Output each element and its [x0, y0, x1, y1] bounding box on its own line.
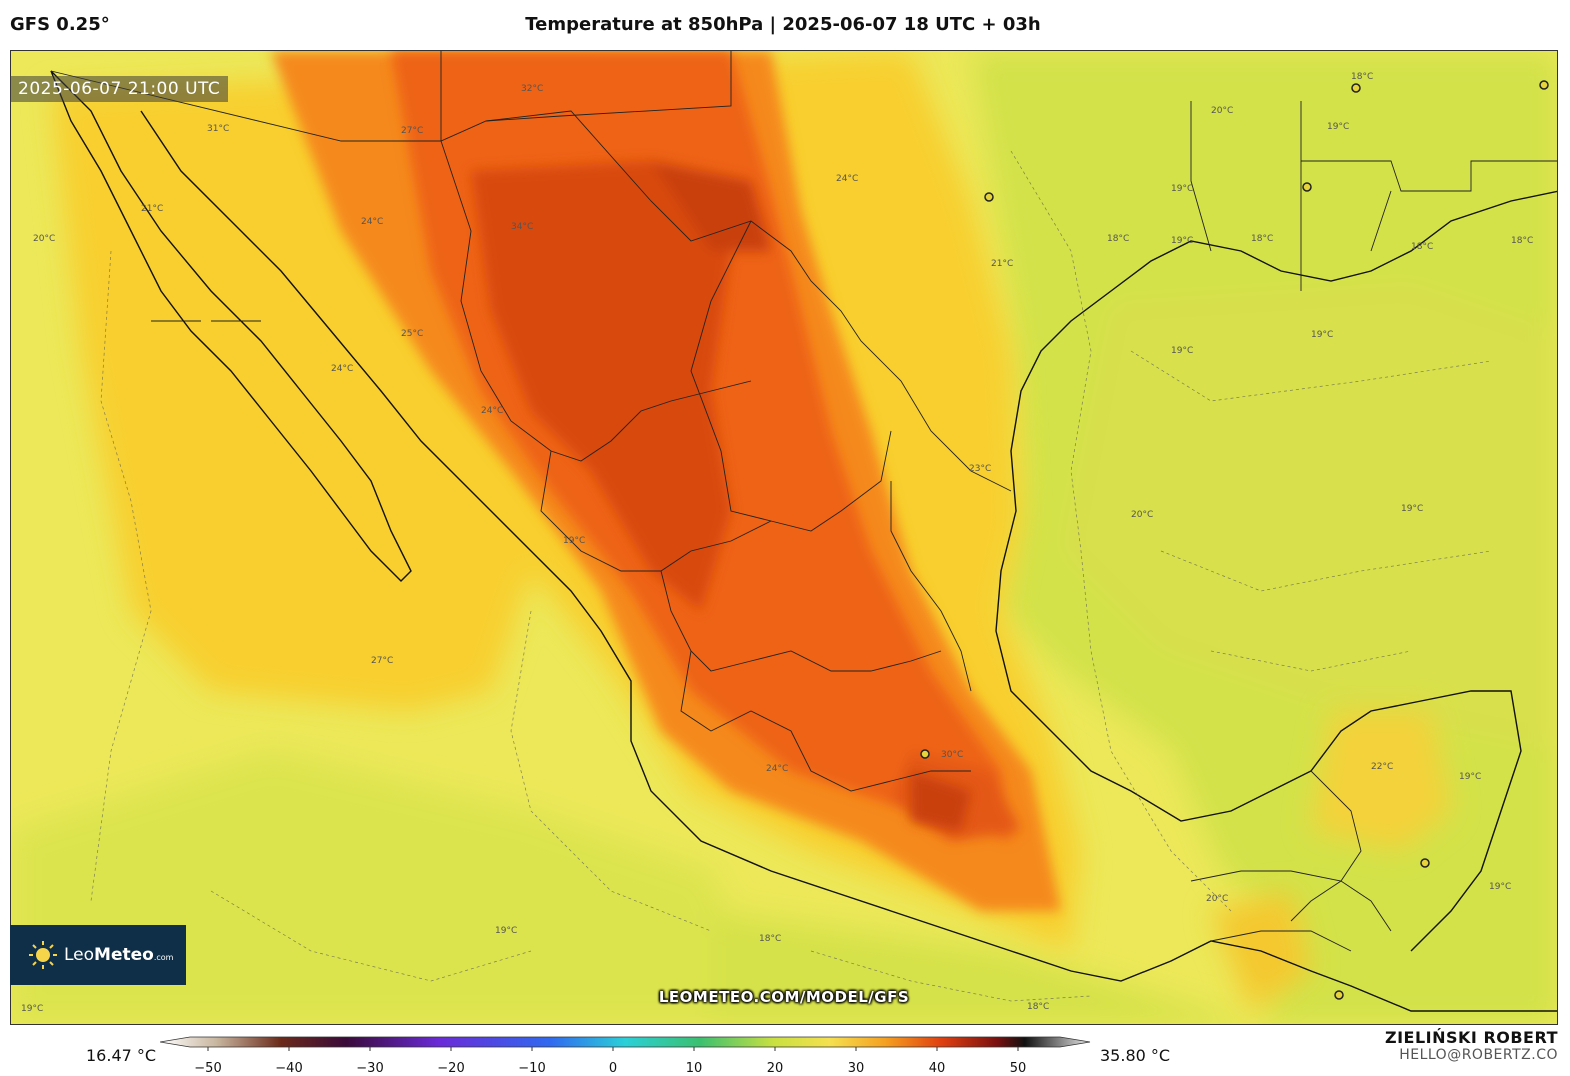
- author-name: ZIELIŃSKI ROBERT: [1384, 1028, 1558, 1047]
- colorbar-tick-label: −10: [518, 1061, 545, 1076]
- contour-label: 34°C: [511, 222, 533, 232]
- contour-label: 20°C: [1211, 106, 1233, 116]
- contour-label: 19°C: [495, 926, 517, 936]
- contour-label: 20°C: [1131, 510, 1153, 520]
- colorbar-tick-label: −50: [194, 1061, 221, 1076]
- colorbar-tick-label: −40: [275, 1061, 302, 1076]
- contour-label: 19°C: [21, 1004, 43, 1014]
- model-label: GFS 0.25°: [10, 14, 110, 35]
- contour-label: 18°C: [1511, 236, 1533, 246]
- contour-label: 32°C: [521, 84, 543, 94]
- contour-label: 24°C: [481, 406, 503, 416]
- colorbar: −50 −40 −30 −20 −10 0 10 20 30 40 50: [160, 1036, 1091, 1076]
- contour-label: 18°C: [759, 934, 781, 944]
- colorbar-tick-label: −30: [356, 1061, 383, 1076]
- author-email[interactable]: HELLO@ROBERTZ.CO: [1399, 1047, 1558, 1063]
- extreme-hot-field: [471, 161, 971, 831]
- colorbar-tick-label: 30: [848, 1061, 865, 1076]
- colorbar-min-label: 16.47 °C: [86, 1046, 157, 1065]
- contour-label: 18°C: [1251, 234, 1273, 244]
- colorbar-max-label: 35.80 °C: [1100, 1046, 1171, 1065]
- contour-label: 19°C: [1171, 346, 1193, 356]
- colorbar-ticks: −50 −40 −30 −20 −10 0 10 20 30 40 50: [194, 1047, 1026, 1076]
- colorbar-tick-label: 10: [686, 1061, 703, 1076]
- contour-label: 31°C: [207, 124, 229, 134]
- colorbar-tick-label: −20: [437, 1061, 464, 1076]
- contour-label-group: 18°C 20°C 19°C 19°C 18°C 19°C 18°C 18°C …: [21, 72, 1533, 1014]
- contour-label: 27°C: [371, 656, 393, 666]
- colorbar-tick-label: 20: [767, 1061, 784, 1076]
- contour-label: 18°C: [1351, 72, 1373, 82]
- sun-icon: [29, 941, 57, 969]
- colorbar-tick-label: 40: [929, 1061, 946, 1076]
- contour-label: 18°C: [1411, 242, 1433, 252]
- contour-label: 19°C: [563, 536, 585, 546]
- contour-label: 19°C: [1459, 772, 1481, 782]
- contour-label: 19°C: [1171, 236, 1193, 246]
- author-credit: ZIELIŃSKI ROBERT HELLO@ROBERTZ.CO: [1385, 1028, 1558, 1063]
- contour-label: 21°C: [141, 204, 163, 214]
- map-title: Temperature at 850hPa | 2025-06-07 18 UT…: [525, 14, 1041, 35]
- contour-label: 25°C: [401, 329, 423, 339]
- contour-label: 24°C: [361, 217, 383, 227]
- contour-label: 18°C: [1027, 1002, 1049, 1012]
- contour-label: 24°C: [331, 364, 353, 374]
- contour-label: 24°C: [766, 764, 788, 774]
- logo-text: LeoMeteo.com: [64, 945, 174, 965]
- contour-label: 19°C: [1489, 882, 1511, 892]
- colorbar-tick-label: 0: [609, 1061, 617, 1076]
- contour-label: 22°C: [1371, 762, 1393, 772]
- colorbar-gradient: [160, 1036, 1091, 1048]
- source-url[interactable]: LEOMETEO.COM/MODEL/GFS: [658, 988, 910, 1006]
- contour-label: 27°C: [401, 126, 423, 136]
- contour-label: 19°C: [1401, 504, 1423, 514]
- contour-label: 24°C: [836, 174, 858, 184]
- temperature-map[interactable]: 18°C 20°C 19°C 19°C 18°C 19°C 18°C 18°C …: [10, 50, 1558, 1025]
- leometeo-logo[interactable]: LeoMeteo.com: [10, 925, 186, 985]
- contour-label: 19°C: [1171, 184, 1193, 194]
- city-markers: [920, 80, 1549, 1000]
- colorbar-tick-label: 50: [1010, 1061, 1027, 1076]
- valid-time-badge: 2025-06-07 21:00 UTC: [10, 76, 229, 102]
- contour-label: 21°C: [991, 259, 1013, 269]
- isotherms: [90, 150, 1492, 1002]
- map-canvas: 18°C 20°C 19°C 19°C 18°C 19°C 18°C 18°C …: [11, 51, 1557, 1024]
- coastlines: [50, 70, 1557, 1012]
- contour-label: 20°C: [33, 234, 55, 244]
- contour-label: 19°C: [1327, 122, 1349, 132]
- contour-label: 19°C: [1311, 330, 1333, 340]
- contour-label: 30°C: [941, 750, 963, 760]
- contour-label: 20°C: [1206, 894, 1228, 904]
- contour-label: 23°C: [969, 464, 991, 474]
- borders: [50, 51, 1557, 952]
- contour-label: 18°C: [1107, 234, 1129, 244]
